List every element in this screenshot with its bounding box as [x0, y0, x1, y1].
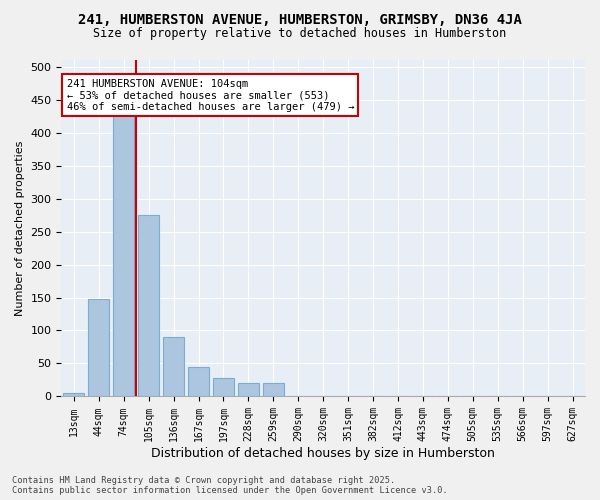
Bar [163, 337, 184, 396]
Bar [138, 215, 159, 396]
Text: 241, HUMBERSTON AVENUE, HUMBERSTON, GRIMSBY, DN36 4JA: 241, HUMBERSTON AVENUE, HUMBERSTON, GRIM… [78, 12, 522, 26]
Text: 241 HUMBERSTON AVENUE: 104sqm
← 53% of detached houses are smaller (553)
46% of : 241 HUMBERSTON AVENUE: 104sqm ← 53% of d… [67, 78, 354, 112]
Bar [88, 299, 109, 396]
Text: Size of property relative to detached houses in Humberston: Size of property relative to detached ho… [94, 28, 506, 40]
Bar [213, 378, 234, 396]
Bar [63, 393, 85, 396]
Bar [188, 367, 209, 396]
X-axis label: Distribution of detached houses by size in Humberston: Distribution of detached houses by size … [151, 447, 495, 460]
Text: Contains HM Land Registry data © Crown copyright and database right 2025.
Contai: Contains HM Land Registry data © Crown c… [12, 476, 448, 495]
Bar [238, 384, 259, 396]
Bar [113, 93, 134, 396]
Y-axis label: Number of detached properties: Number of detached properties [15, 140, 25, 316]
Bar [263, 384, 284, 396]
